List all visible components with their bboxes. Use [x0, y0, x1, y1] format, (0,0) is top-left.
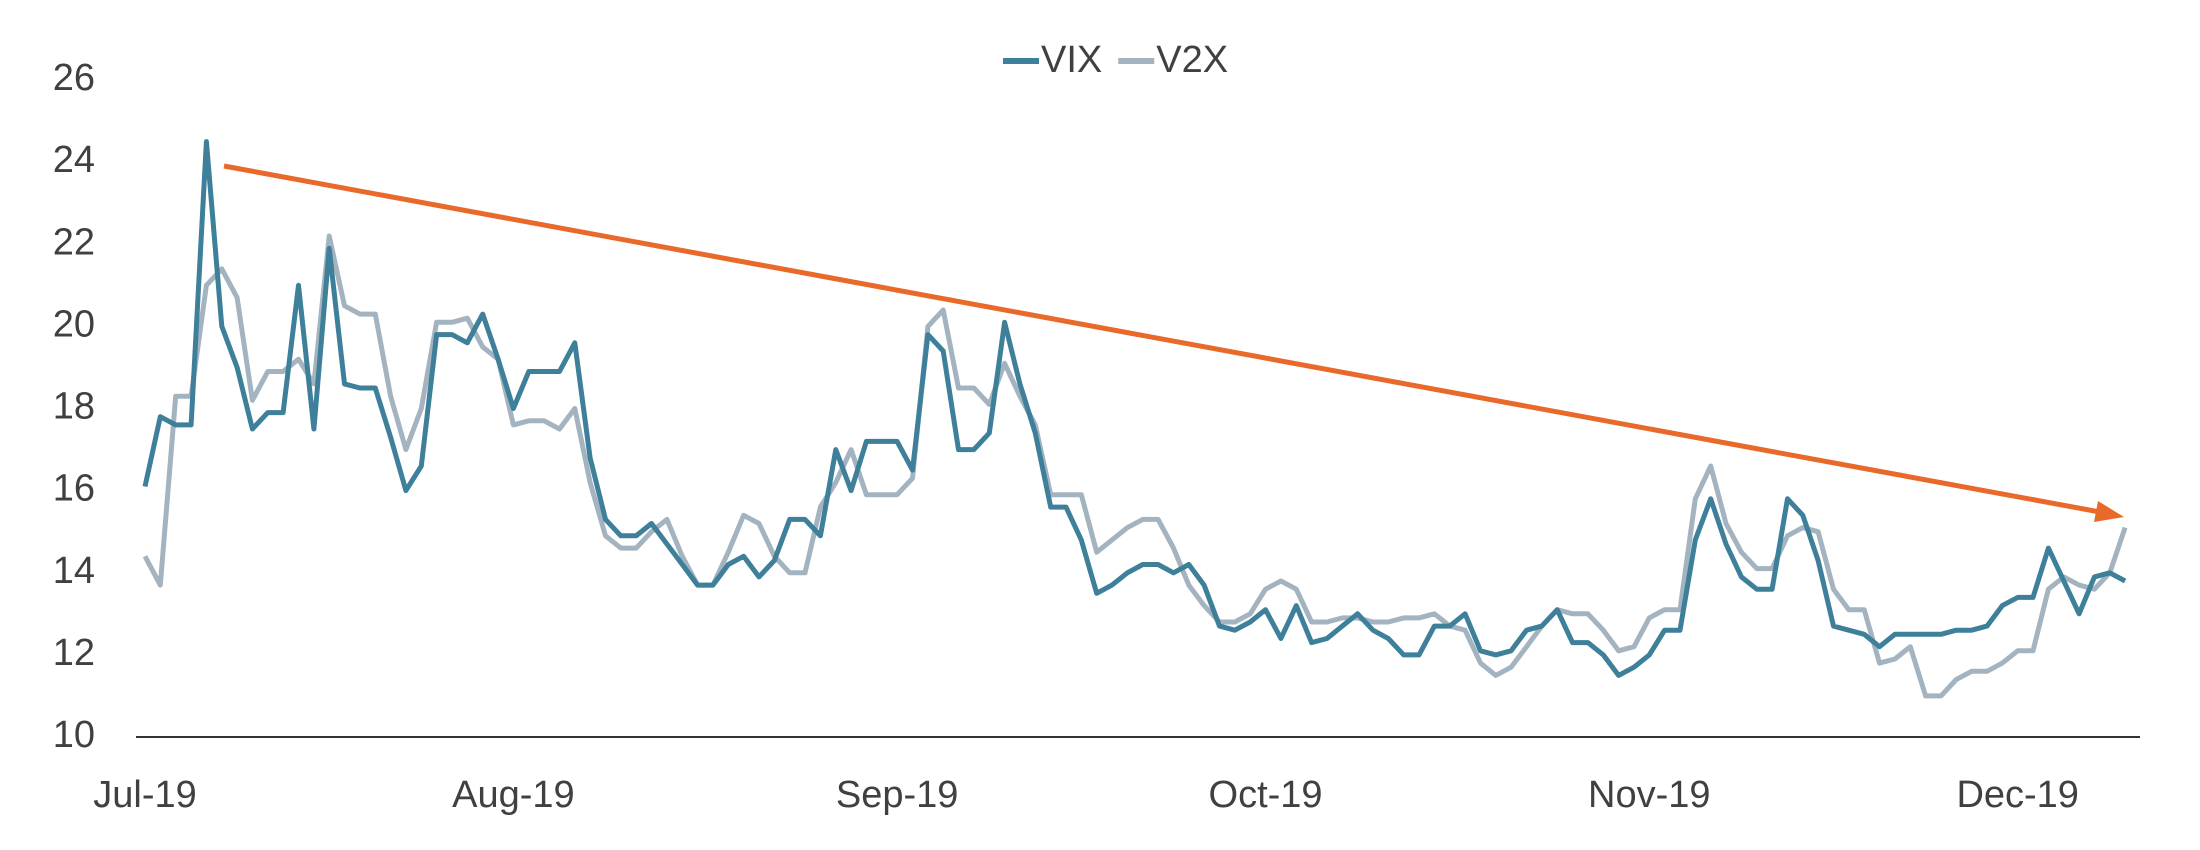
- x-tick-label: Aug-19: [452, 774, 575, 816]
- arrow-head: [2094, 501, 2124, 522]
- trend-arrow: [223, 163, 2124, 522]
- y-tick-label: 24: [53, 139, 95, 181]
- legend-label: VIX: [1041, 39, 1102, 81]
- y-tick-label: 26: [53, 57, 95, 99]
- legend-label: V2X: [1156, 39, 1228, 81]
- y-tick-label: 10: [53, 714, 95, 756]
- x-tick-label: Oct-19: [1209, 774, 1323, 816]
- x-tick-label: Nov-19: [1588, 774, 1711, 816]
- x-tick-label: Dec-19: [1956, 774, 2079, 816]
- line-series: [142, 139, 2127, 678]
- x-tick-label: Sep-19: [836, 774, 959, 816]
- trend-line: [223, 163, 2101, 515]
- y-tick-label: 18: [53, 386, 95, 428]
- x-tick-label: Jul-19: [93, 774, 197, 816]
- y-tick-label: 22: [53, 221, 95, 263]
- y-tick-label: 20: [53, 303, 95, 345]
- y-tick-label: 16: [53, 468, 95, 510]
- y-tick-label: 12: [53, 632, 95, 674]
- line-series: [142, 233, 2128, 699]
- y-tick-label: 14: [53, 550, 95, 592]
